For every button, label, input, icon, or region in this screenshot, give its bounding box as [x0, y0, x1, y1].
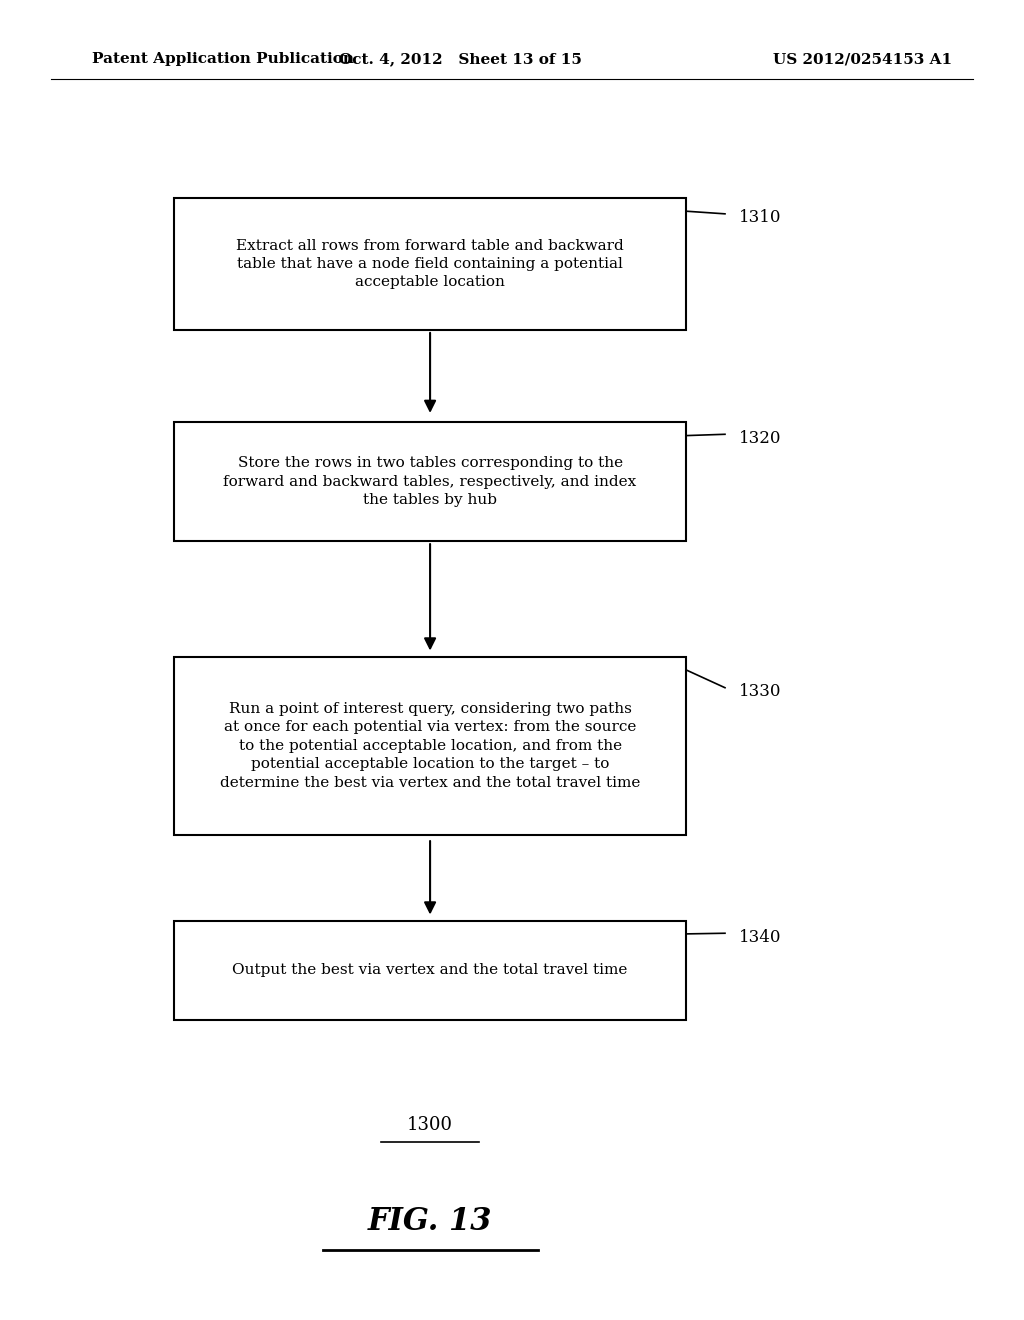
Text: Extract all rows from forward table and backward
table that have a node field co: Extract all rows from forward table and …	[237, 239, 624, 289]
FancyBboxPatch shape	[174, 921, 686, 1019]
FancyBboxPatch shape	[174, 422, 686, 541]
Text: Oct. 4, 2012   Sheet 13 of 15: Oct. 4, 2012 Sheet 13 of 15	[339, 53, 583, 66]
Text: 1330: 1330	[739, 684, 782, 700]
Text: Run a point of interest query, considering two paths
at once for each potential : Run a point of interest query, consideri…	[220, 702, 640, 789]
Text: 1300: 1300	[408, 1115, 453, 1134]
Text: 1340: 1340	[739, 929, 782, 945]
Text: US 2012/0254153 A1: US 2012/0254153 A1	[773, 53, 952, 66]
Text: 1320: 1320	[739, 430, 782, 446]
FancyBboxPatch shape	[174, 198, 686, 330]
Text: Patent Application Publication: Patent Application Publication	[92, 53, 354, 66]
Text: Store the rows in two tables corresponding to the
forward and backward tables, r: Store the rows in two tables correspondi…	[223, 457, 637, 507]
Text: FIG. 13: FIG. 13	[368, 1205, 493, 1237]
FancyBboxPatch shape	[174, 657, 686, 836]
Text: Output the best via vertex and the total travel time: Output the best via vertex and the total…	[232, 964, 628, 977]
Text: 1310: 1310	[739, 210, 782, 226]
